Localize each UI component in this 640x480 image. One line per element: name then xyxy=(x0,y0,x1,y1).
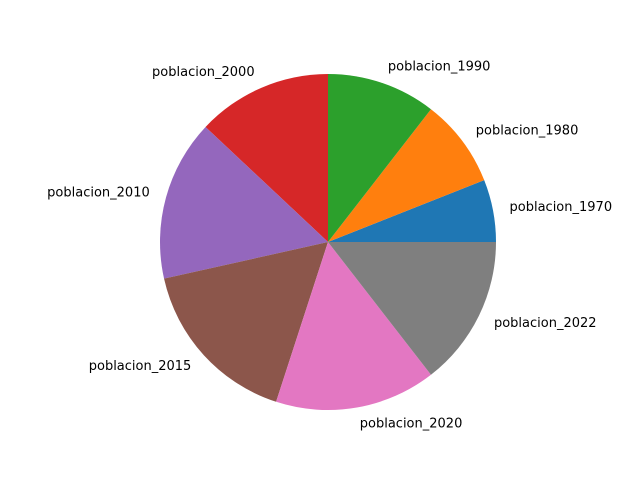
pie-slice-poblacion_1970 xyxy=(328,180,496,242)
pie-slice-poblacion_1990 xyxy=(328,74,431,242)
pie-label-poblacion_1980: poblacion_1980 xyxy=(476,124,579,139)
pie-slice-poblacion_2010 xyxy=(160,127,328,279)
pie-slices xyxy=(160,74,496,411)
pie-labels: poblacion_1970 poblacion_1980 poblacion_19… xyxy=(47,60,612,432)
pie-slice-poblacion_2000 xyxy=(205,74,328,242)
pie-slice-poblacion_1980 xyxy=(328,109,485,242)
pie-label-poblacion_1990: poblacion_1990 xyxy=(388,60,491,75)
pie-label-poblacion_1970: poblacion_1970 xyxy=(510,200,613,215)
pie-label-poblacion_2015: poblacion_2015 xyxy=(89,359,192,374)
pie-label-poblacion_2000: poblacion_2000 xyxy=(152,65,255,80)
pie-slice-poblacion_2022 xyxy=(328,242,496,375)
pie-slice-poblacion_2015 xyxy=(164,242,328,402)
pie-label-poblacion_2022: poblacion_2022 xyxy=(494,316,597,331)
pie-label-poblacion_2020: poblacion_2020 xyxy=(360,417,463,432)
pie-label-poblacion_2010: poblacion_2010 xyxy=(47,186,150,201)
pie-slice-poblacion_2020 xyxy=(276,242,431,411)
